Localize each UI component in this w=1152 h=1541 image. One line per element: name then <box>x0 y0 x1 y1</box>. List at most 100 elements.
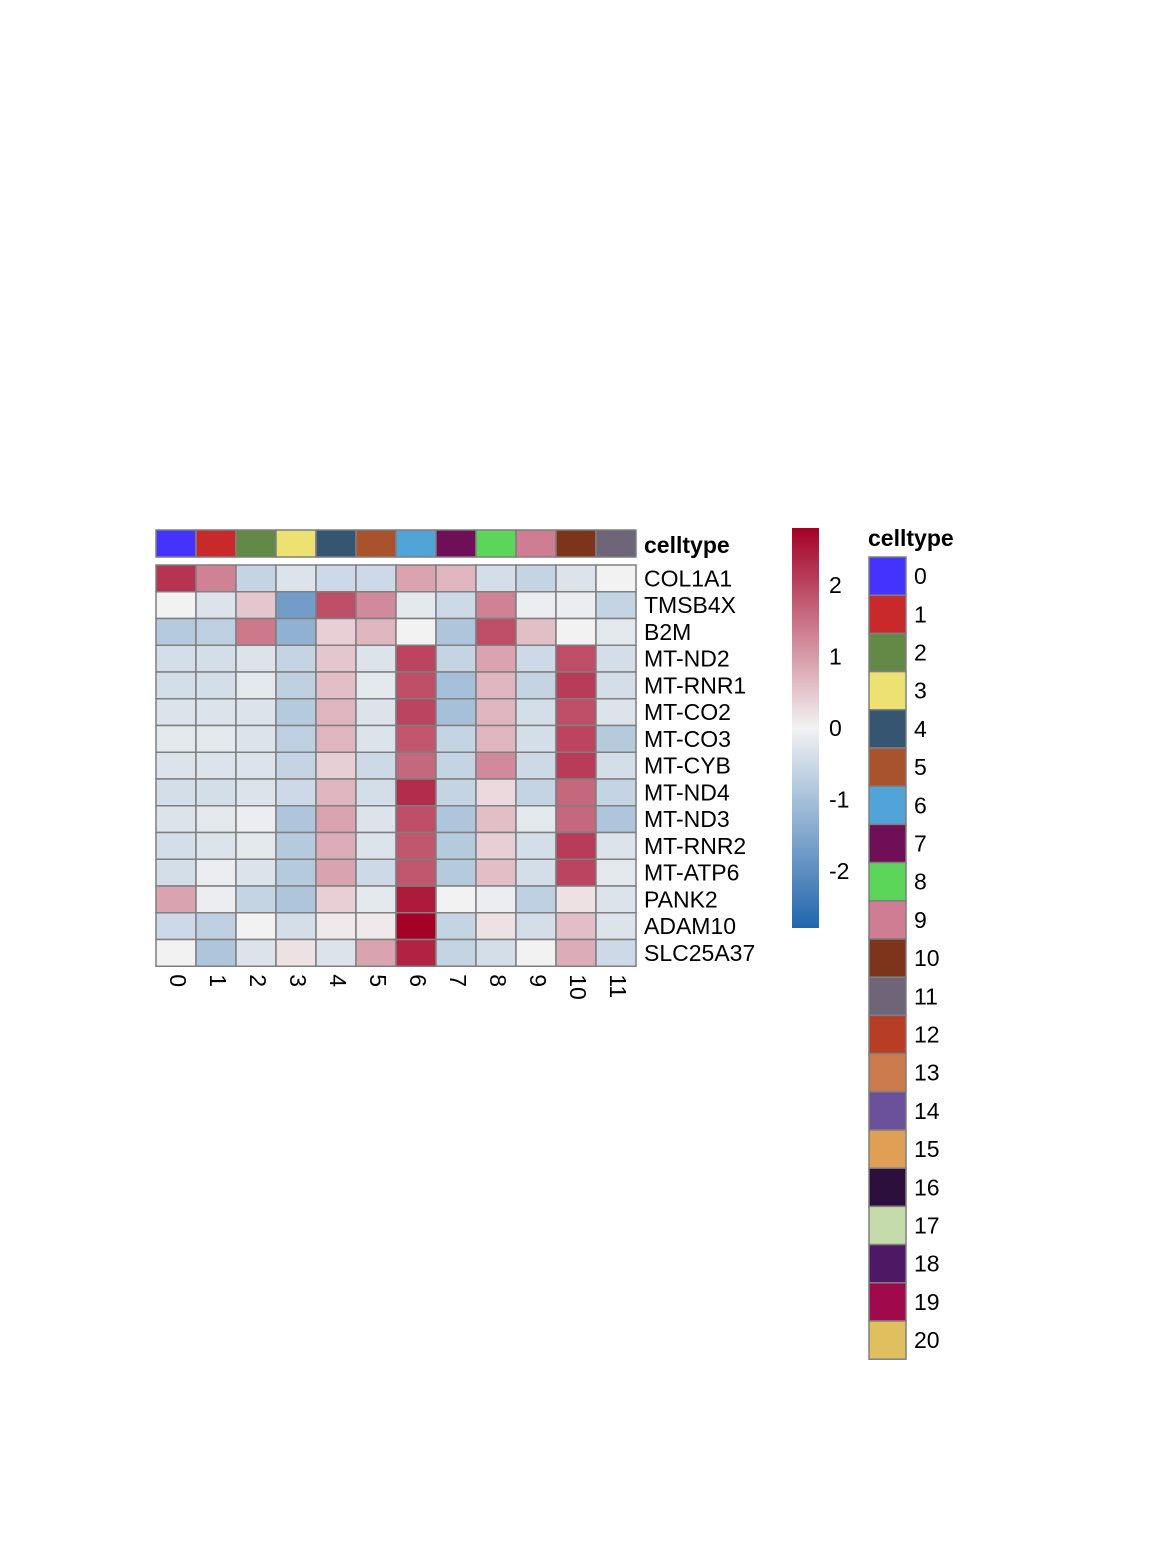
heatmap-cell <box>195 724 237 753</box>
heatmap-cells <box>155 564 637 967</box>
heatmap-cell <box>515 831 557 860</box>
heatmap-cell <box>435 938 477 967</box>
legend-label: 3 <box>914 678 927 704</box>
heatmap-cell <box>595 591 637 620</box>
heatmap-cell <box>155 617 197 646</box>
heatmap-cell <box>395 885 437 914</box>
heatmap-cell <box>395 912 437 941</box>
heatmap-cell <box>395 938 437 967</box>
heatmap-cell <box>555 671 597 700</box>
heatmap-cell <box>475 831 517 860</box>
heatmap-cell <box>355 698 397 727</box>
heatmap-cell <box>155 778 197 807</box>
heatmap-cell <box>195 751 237 780</box>
column-label: 3 <box>285 974 311 987</box>
legend-swatch <box>868 1052 907 1093</box>
heatmap-cell <box>555 751 597 780</box>
heatmap-cell <box>275 858 317 887</box>
heatmap-cell <box>515 805 557 834</box>
annotation-cell <box>395 529 437 558</box>
heatmap-cell <box>355 912 397 941</box>
heatmap-cell <box>275 805 317 834</box>
row-label: COL1A1 <box>644 565 732 591</box>
column-label: 9 <box>525 974 551 987</box>
heatmap-cell <box>475 805 517 834</box>
heatmap-cell <box>315 698 357 727</box>
heatmap-cell <box>235 912 277 941</box>
heatmap-cell <box>515 724 557 753</box>
heatmap-cell <box>595 805 637 834</box>
row-label: MT-RNR2 <box>644 833 746 859</box>
heatmap-cell <box>475 751 517 780</box>
heatmap-cell <box>555 617 597 646</box>
column-label: 0 <box>165 974 191 987</box>
legend-label: 2 <box>914 640 927 666</box>
legend-label: 9 <box>914 907 927 933</box>
legend-swatch <box>868 594 907 635</box>
legend-label: 17 <box>914 1213 940 1239</box>
heatmap-cell <box>435 805 477 834</box>
heatmap-cell <box>235 938 277 967</box>
heatmap-cell <box>435 591 477 620</box>
heatmap-cell <box>475 671 517 700</box>
heatmap-cell <box>275 938 317 967</box>
annotation-cell <box>155 529 197 558</box>
heatmap-cell <box>395 698 437 727</box>
heatmap-cell <box>195 698 237 727</box>
heatmap-cell <box>195 564 237 593</box>
legend-label: 4 <box>914 716 927 742</box>
heatmap-cell <box>275 698 317 727</box>
row-label: ADAM10 <box>644 913 736 939</box>
heatmap-cell <box>435 831 477 860</box>
heatmap-cell <box>235 751 277 780</box>
heatmap-cell <box>315 671 357 700</box>
colorbar-ticks: 2 1 0 -1 -2 <box>829 572 849 884</box>
heatmap-cell <box>395 724 437 753</box>
legend-swatch <box>868 709 907 749</box>
heatmap-cell <box>275 778 317 807</box>
column-label: 8 <box>485 974 511 987</box>
heatmap-cell <box>395 858 437 887</box>
heatmap-cell <box>235 591 277 620</box>
heatmap-cell <box>355 644 397 673</box>
heatmap-cell <box>315 912 357 941</box>
annotation-label: celltype <box>644 532 730 558</box>
heatmap-cell <box>475 564 517 593</box>
heatmap-cell <box>475 591 517 620</box>
heatmap-cell <box>155 564 197 593</box>
heatmap-cell <box>195 831 237 860</box>
heatmap-cell <box>195 591 237 620</box>
heatmap-cell <box>555 644 597 673</box>
legend-label: 0 <box>914 563 927 589</box>
heatmap-cell <box>595 644 637 673</box>
heatmap-cell <box>155 591 197 620</box>
row-label: TMSB4X <box>644 592 736 618</box>
heatmap-cell <box>235 778 277 807</box>
legend-swatch <box>868 823 907 864</box>
heatmap-cell <box>435 564 477 593</box>
legend-swatch <box>868 976 907 1017</box>
heatmap-cell <box>315 805 357 834</box>
heatmap-cell <box>395 564 437 593</box>
heatmap-cell <box>315 751 357 780</box>
heatmap-cell <box>195 644 237 673</box>
annotation-cell <box>435 529 477 558</box>
colorbar <box>792 528 819 928</box>
heatmap-cell <box>355 671 397 700</box>
row-label: SLC25A37 <box>644 940 755 966</box>
heatmap-cell <box>555 831 597 860</box>
heatmap-cell <box>595 564 637 593</box>
annotation-cell <box>515 529 557 558</box>
row-label: MT-CO2 <box>644 699 731 725</box>
heatmap-cell <box>555 912 597 941</box>
heatmap-cell <box>595 671 637 700</box>
heatmap-cell <box>275 751 317 780</box>
legend-swatch <box>868 1167 907 1208</box>
heatmap-cell <box>395 751 437 780</box>
heatmap-cell <box>595 885 637 914</box>
annotation-cell <box>555 529 597 558</box>
heatmap-cell <box>395 617 437 646</box>
heatmap-cell <box>515 698 557 727</box>
heatmap-cell <box>355 564 397 593</box>
heatmap-cell <box>195 912 237 941</box>
